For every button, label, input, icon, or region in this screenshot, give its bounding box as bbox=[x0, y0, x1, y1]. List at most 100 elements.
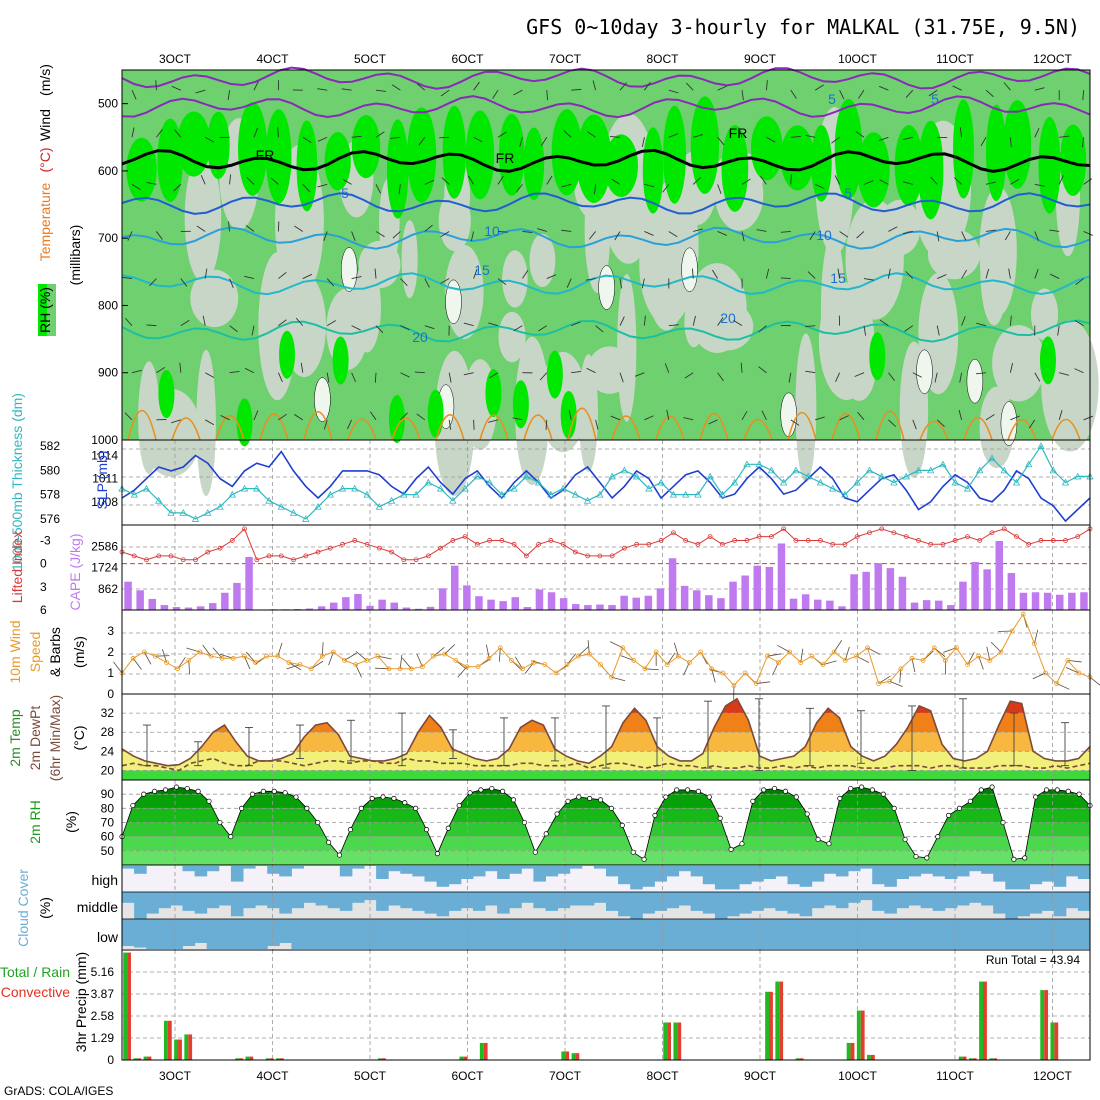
cloud-cover-bar bbox=[400, 892, 413, 909]
cloud-cover-bar bbox=[690, 892, 704, 911]
rh-very-dry-area bbox=[314, 377, 331, 422]
x-tick-label-bottom: 9OCT bbox=[744, 1069, 777, 1083]
rh-marker bbox=[750, 798, 756, 804]
rh-tick-label: 50 bbox=[101, 844, 115, 858]
wind-speed-marker bbox=[186, 658, 192, 663]
wind-barb bbox=[937, 274, 947, 279]
cloud-cover-bar bbox=[993, 866, 1006, 882]
thickness-marker bbox=[1037, 442, 1045, 449]
thickness-marker bbox=[400, 490, 408, 498]
rh-marker bbox=[967, 798, 973, 804]
precip-convective-bar bbox=[483, 1042, 488, 1060]
wind-barb bbox=[758, 366, 767, 374]
precip-convective-bar bbox=[1044, 990, 1049, 1060]
lifted-index-marker bbox=[732, 538, 738, 543]
rh-marker bbox=[619, 822, 625, 828]
wind-barb bbox=[589, 231, 596, 240]
rh-dry-area bbox=[502, 250, 528, 308]
thickness-marker bbox=[1025, 460, 1033, 468]
wind-speed-marker bbox=[698, 649, 703, 655]
rh-moist-area bbox=[158, 370, 175, 419]
wind-barb bbox=[837, 268, 841, 279]
wind-barb bbox=[342, 179, 352, 185]
wind-speed-marker bbox=[909, 655, 915, 661]
precip-convective-bar bbox=[127, 952, 131, 1060]
rh-marker bbox=[380, 794, 386, 800]
precip-convective-bar bbox=[972, 1058, 977, 1060]
cloud-cover-bar bbox=[593, 919, 607, 949]
wind-barb bbox=[619, 82, 627, 91]
rh-dry-area bbox=[190, 269, 239, 328]
thickness-marker bbox=[547, 490, 555, 498]
lifted-index-marker bbox=[1001, 526, 1007, 532]
wind-barb bbox=[985, 268, 990, 279]
lifted-index-marker bbox=[707, 534, 713, 539]
cloud-cover-bar bbox=[872, 892, 885, 911]
cloud-axis-label: Cloud Cover bbox=[15, 869, 31, 947]
rh-unit-label: (%) bbox=[63, 811, 79, 833]
cape-tick-label: 2586 bbox=[91, 539, 118, 553]
cloud-cover-bar bbox=[751, 919, 764, 949]
precip-total-bar bbox=[479, 1042, 484, 1060]
isotherm-label: 10 bbox=[816, 227, 832, 243]
cloud-cover-bar bbox=[1017, 919, 1030, 949]
rh-marker bbox=[369, 795, 375, 801]
wind-barb bbox=[568, 409, 572, 420]
wind-tick-label: 2 bbox=[107, 645, 114, 659]
cloud-cover-bar bbox=[714, 919, 728, 949]
wind-barb bbox=[124, 317, 133, 326]
lifted-index-marker bbox=[144, 557, 149, 563]
thickness-marker bbox=[253, 484, 261, 492]
wind-speed-marker bbox=[364, 658, 370, 663]
wind-barb bbox=[1034, 372, 1041, 382]
thickness-marker bbox=[645, 484, 653, 492]
wind-barb bbox=[961, 231, 967, 241]
wind-speed-marker bbox=[152, 653, 158, 659]
cape-bar bbox=[329, 602, 338, 610]
thickness-marker bbox=[204, 509, 212, 516]
wind-speed-marker bbox=[842, 658, 848, 663]
wind-speed-marker bbox=[497, 645, 503, 651]
wind-speed-marker bbox=[987, 658, 993, 663]
cloud-cover-bar bbox=[763, 866, 776, 879]
wind-barb bbox=[662, 184, 670, 193]
cloud-cover-bar bbox=[763, 892, 776, 909]
wind-speed-marker bbox=[820, 662, 826, 667]
cloud-cover-bar bbox=[727, 866, 740, 890]
wind-speed-marker bbox=[397, 666, 403, 672]
cloud-cover-bar bbox=[702, 919, 716, 949]
wind-barb bbox=[1028, 419, 1036, 429]
wind-speed-marker bbox=[342, 658, 347, 663]
lifted-index-marker bbox=[180, 557, 186, 563]
thickness-marker bbox=[632, 472, 641, 480]
rh-marker bbox=[935, 834, 941, 840]
lifted-index-marker bbox=[621, 545, 627, 551]
isotherm-warm bbox=[479, 414, 509, 441]
rh-marker bbox=[1033, 794, 1039, 800]
precip-convective-bar bbox=[249, 1056, 254, 1060]
wind-speed-marker bbox=[264, 653, 270, 659]
cloud-cover-bar bbox=[932, 919, 946, 949]
lifted-index-marker bbox=[438, 545, 443, 551]
wind-barb bbox=[733, 320, 743, 327]
cloud-cover-bar bbox=[702, 866, 716, 885]
lifted-index-marker bbox=[499, 538, 505, 543]
precip-convective-bar bbox=[188, 1034, 193, 1060]
rh-marker bbox=[336, 852, 343, 858]
isotherm-warm bbox=[215, 415, 245, 441]
isotherm-warm bbox=[303, 410, 333, 441]
cloud-cover-bar bbox=[727, 892, 740, 917]
rh-marker bbox=[608, 805, 614, 811]
wind-barb bbox=[497, 231, 509, 233]
cloud-cover-bar bbox=[593, 866, 607, 869]
wind-speed-marker bbox=[798, 660, 804, 665]
cloud-cover-bar bbox=[339, 919, 353, 949]
wind-barb bbox=[888, 372, 895, 381]
thickness-line bbox=[121, 444, 1090, 520]
wind-barb bbox=[619, 316, 625, 326]
wind-speed-marker bbox=[753, 681, 759, 686]
lifted-index-marker bbox=[242, 526, 247, 532]
wind-barb bbox=[195, 89, 206, 94]
lifted-index-marker bbox=[891, 530, 897, 536]
rh-moist-area bbox=[551, 109, 583, 196]
